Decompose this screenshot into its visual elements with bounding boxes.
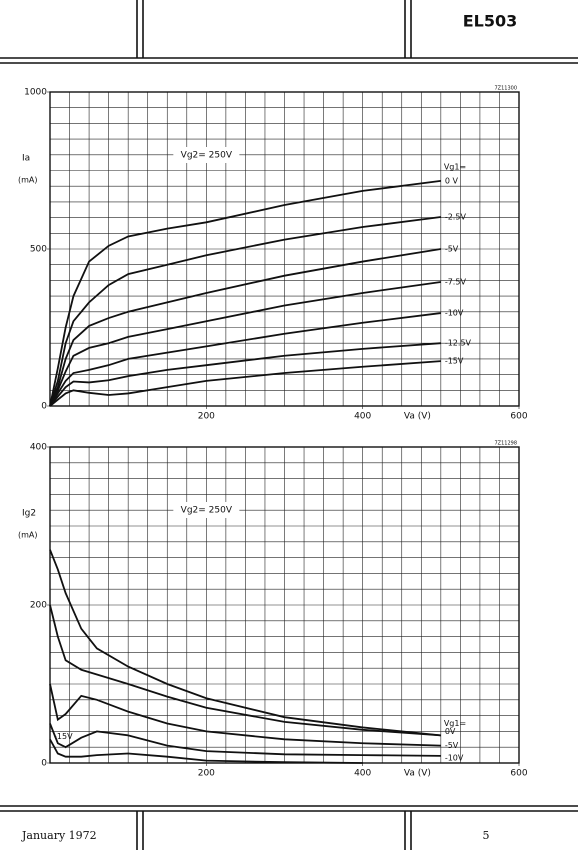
curve — [49, 360, 441, 407]
x-tick-label: 200 — [198, 412, 215, 422]
annotation: Vg2= 250V — [181, 506, 233, 516]
chart-code: 7Z11298 — [494, 441, 517, 447]
x-tick-label: 600 — [510, 412, 527, 422]
curve — [49, 723, 441, 757]
x-axis-label: Va (V) — [404, 769, 431, 779]
x-tick-label: 600 — [510, 769, 527, 779]
page-number: 5 — [483, 829, 490, 842]
annotation: Vg2= 250V — [181, 151, 233, 161]
annotation-box — [173, 147, 240, 163]
y-axis-label: Ig2 — [22, 509, 36, 519]
type-code: EL503 — [463, 12, 518, 31]
curve-label: -2.5V — [445, 212, 467, 221]
legend-title: Vg1= — [444, 162, 466, 171]
y-axis-unit: (mA) — [18, 176, 38, 185]
curve-label: -15V — [445, 357, 464, 366]
curve-label: -10V — [445, 753, 464, 762]
y-tick-label: 1000 — [24, 88, 47, 98]
footer-frame — [0, 805, 578, 850]
curve-label: -15V — [54, 732, 73, 741]
curve — [49, 312, 441, 407]
x-tick-label: 400 — [354, 412, 371, 422]
legend-title: Vg1= — [444, 719, 466, 728]
x-tick-label: 200 — [198, 769, 215, 779]
y-tick-label: 500 — [30, 245, 47, 255]
chart-code: 7Z11300 — [494, 86, 517, 92]
x-axis-label: Va (V) — [404, 412, 431, 422]
header-frame — [0, 0, 578, 64]
curve — [49, 216, 441, 407]
curve-label: -5V — [445, 741, 459, 750]
y-tick-label: 400 — [30, 443, 47, 453]
curve — [49, 738, 363, 764]
footer-date: January 1972 — [21, 829, 97, 842]
curve-label: -12.5V — [445, 339, 472, 348]
y-tick-label: 200 — [30, 601, 47, 611]
curve-label: -7.5V — [445, 277, 467, 286]
curve-label: -10V — [445, 309, 464, 318]
annotation-box — [173, 502, 240, 518]
y-tick-label: 0 — [41, 402, 47, 412]
curve-label: 0V — [445, 727, 456, 736]
curve — [49, 549, 441, 737]
curve — [49, 179, 441, 407]
x-tick-label: 400 — [354, 769, 371, 779]
curve — [49, 683, 441, 747]
curve — [49, 604, 441, 737]
y-tick-label: 0 — [41, 759, 47, 769]
curve-label: -5V — [445, 245, 459, 254]
curve — [49, 281, 441, 407]
y-axis-label: Ia — [22, 154, 30, 164]
curve — [49, 248, 441, 407]
y-axis-unit: (mA) — [18, 531, 38, 540]
curve — [49, 342, 441, 407]
curve-label: 0 V — [445, 176, 459, 185]
